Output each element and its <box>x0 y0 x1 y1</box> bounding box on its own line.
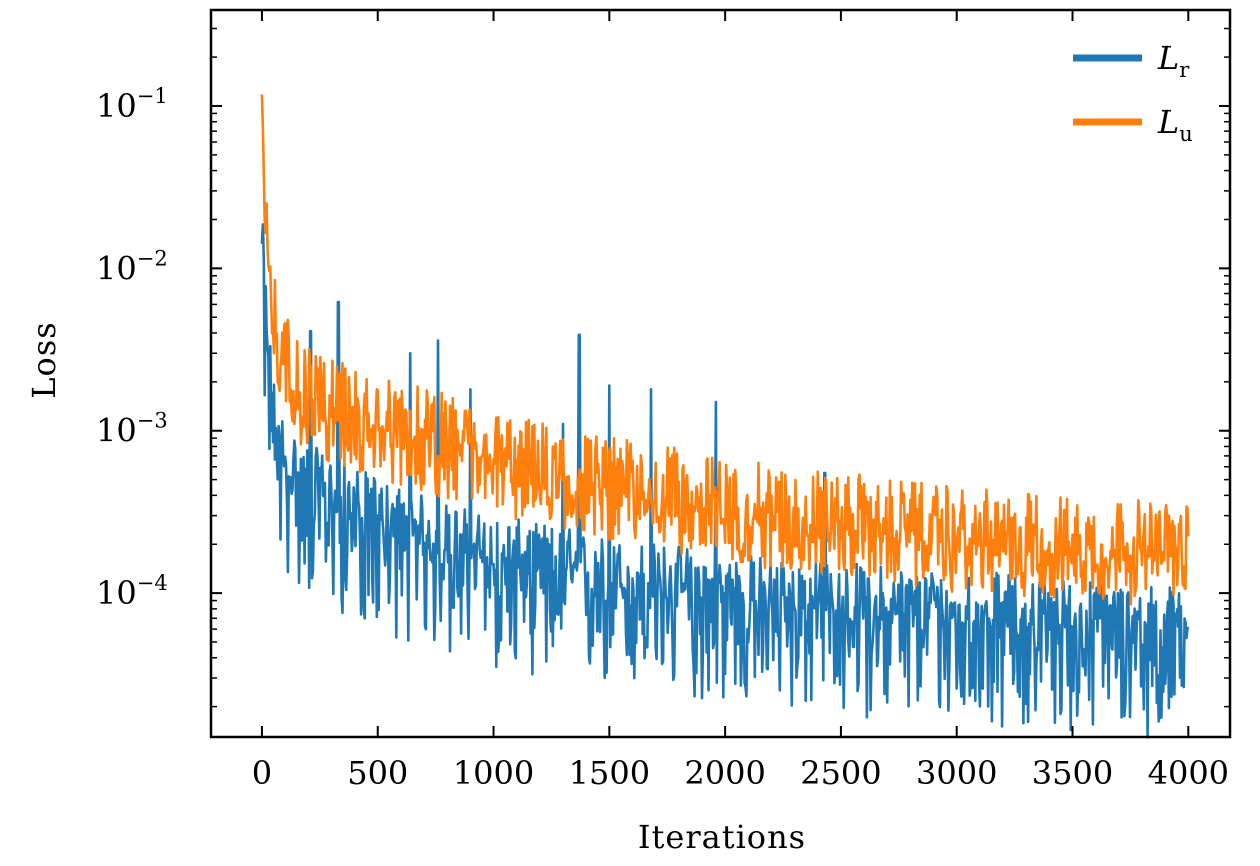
x-axis-title: Iterations <box>638 818 806 856</box>
series-line-r <box>260 223 1190 739</box>
x-tick-label: 1500 <box>569 754 650 792</box>
legend-label-r: Lr <box>1157 39 1190 82</box>
y-tick-label: 10−2 <box>96 246 168 287</box>
series-layer <box>260 94 1190 739</box>
y-tick-label: 10−1 <box>96 84 168 125</box>
y-tick-label: 10−3 <box>96 409 168 450</box>
x-tick-label: 4000 <box>1148 754 1229 792</box>
x-tick-label: 2500 <box>800 754 881 792</box>
ticks-layer: 0 500 1000 1500 2000 2500 3000 3500 4000 10−1 10−2… <box>96 10 1230 792</box>
x-tick-label: 1000 <box>453 754 534 792</box>
y-tick-label: 10−4 <box>96 571 168 612</box>
legend-label-u: Lu <box>1157 103 1193 146</box>
series-line-u <box>260 94 1190 606</box>
plot-frame <box>209 8 1232 739</box>
legend: Lr Lu <box>1073 39 1193 146</box>
x-tick-label: 3500 <box>1032 754 1113 792</box>
x-tick-label: 500 <box>347 754 408 792</box>
y-axis-title: Loss <box>25 321 63 398</box>
x-tick-label: 2000 <box>684 754 765 792</box>
x-tick-label: 0 <box>252 754 272 792</box>
x-tick-label: 3000 <box>916 754 997 792</box>
